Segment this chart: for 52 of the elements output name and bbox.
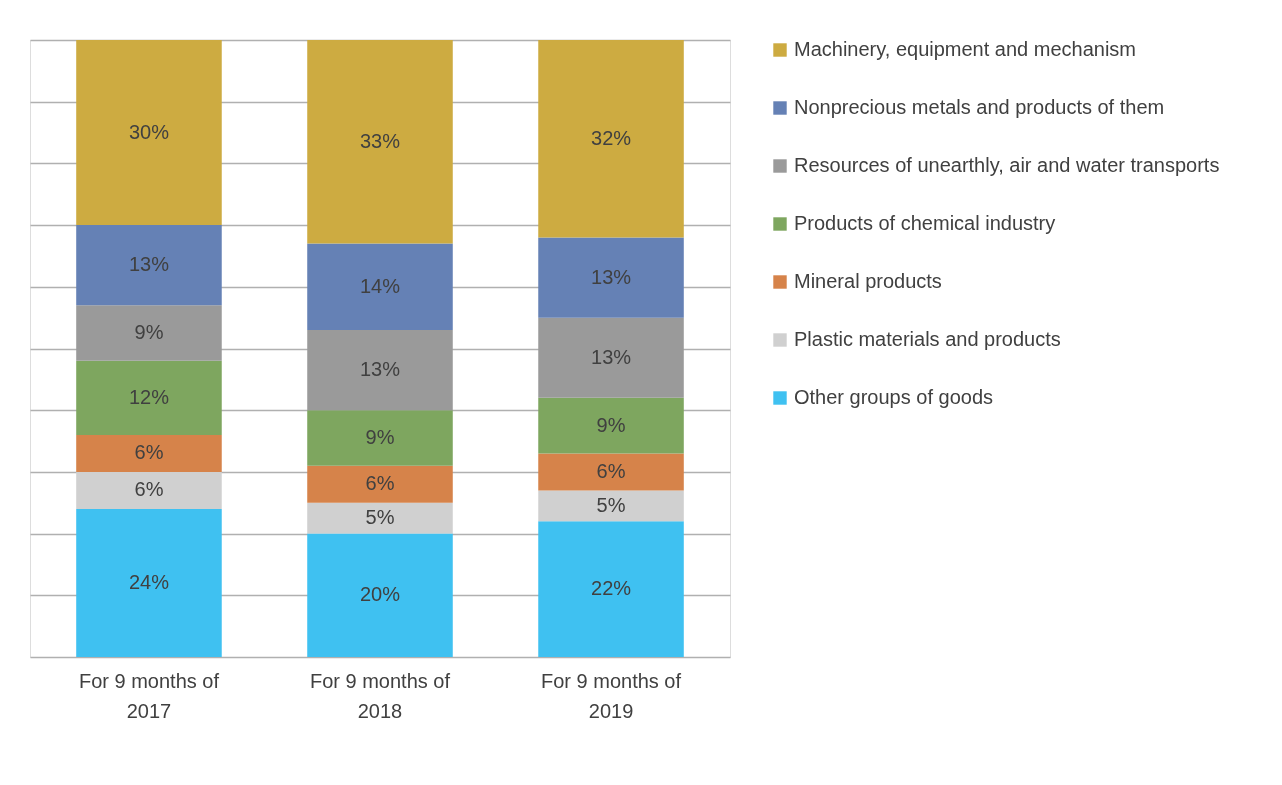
data-label: 9% — [365, 425, 395, 448]
legend-label: Products of chemical industry — [794, 212, 1056, 234]
bar — [307, 533, 453, 657]
bar — [76, 40, 222, 226]
bar — [76, 471, 222, 509]
bar — [307, 465, 453, 503]
data-label: 13% — [359, 358, 401, 381]
data-label: 12% — [128, 385, 170, 408]
x-tick-label: For 9 months of 2019 — [540, 669, 682, 722]
data-label: 13% — [591, 345, 632, 368]
bar — [538, 237, 684, 318]
legend-label: Plastic materials and products — [794, 328, 1061, 350]
data-label: 9% — [134, 321, 164, 344]
legend-label: Machinery, equipment and mechanism — [794, 38, 1137, 60]
data-label: 9% — [596, 413, 626, 436]
data-label: 14% — [359, 274, 401, 297]
bar — [307, 243, 453, 330]
bar — [538, 397, 684, 454]
bar — [307, 40, 453, 244]
legend-label: Resources of unearthly, air and water transports — [794, 154, 1220, 176]
data-label: 5% — [596, 493, 626, 516]
bar — [538, 40, 684, 238]
bar — [76, 225, 222, 306]
bar — [76, 360, 222, 435]
data-label: 5% — [365, 506, 395, 529]
data-label: 30% — [128, 120, 170, 143]
bar — [76, 434, 222, 472]
bar — [538, 453, 684, 491]
legend-label: Mineral products — [794, 270, 942, 292]
bar — [538, 490, 684, 522]
data-label: 22% — [591, 577, 632, 600]
bar — [76, 508, 222, 657]
bar — [307, 410, 453, 466]
x-tick-label: For 9 months of 2018 — [309, 669, 451, 722]
data-label: 6% — [365, 472, 395, 495]
data-label: 6% — [134, 478, 164, 501]
x-tick-label: For 9 months of 2017 — [78, 669, 220, 722]
bar — [76, 305, 222, 361]
data-label: 32% — [591, 126, 632, 149]
bar — [307, 502, 453, 534]
data-label: 6% — [134, 441, 164, 464]
bar — [538, 521, 684, 657]
data-label: 13% — [591, 265, 632, 288]
data-label: 6% — [596, 459, 626, 482]
legend-label: Nonprecious metals and products of them — [794, 96, 1165, 118]
data-label: 20% — [359, 583, 401, 606]
legend-label: Other groups of goods — [794, 386, 994, 408]
bar — [307, 329, 453, 411]
data-label: 24% — [128, 570, 170, 593]
data-label: 13% — [128, 253, 170, 276]
data-label: 33% — [359, 129, 401, 152]
bar — [538, 317, 684, 398]
